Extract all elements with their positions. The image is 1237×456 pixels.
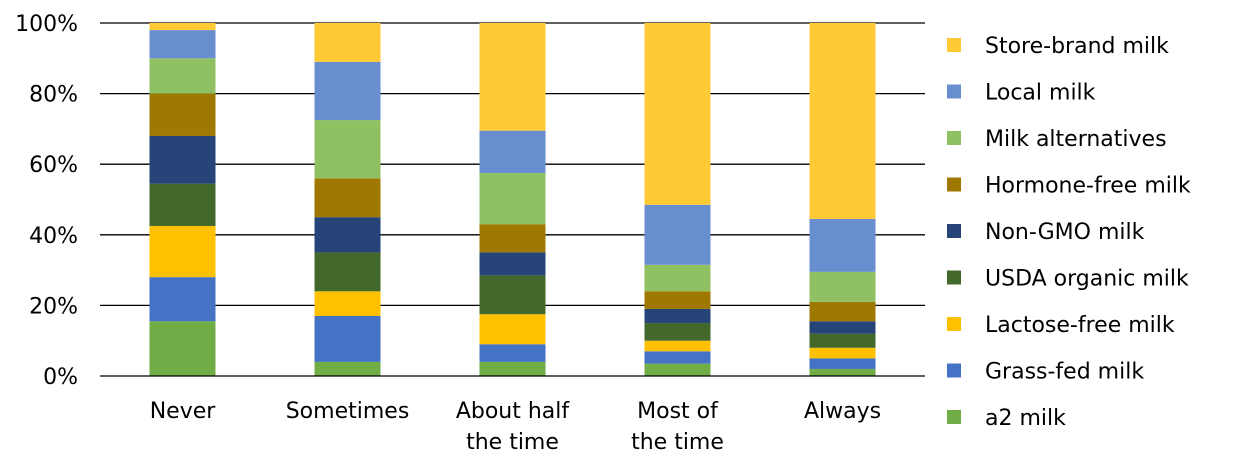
- bar-segment: [479, 224, 546, 253]
- bar-segment: [149, 183, 216, 226]
- legend-swatch: [947, 38, 961, 52]
- legend-swatch: [947, 317, 961, 331]
- legend-label: Local milk: [985, 81, 1096, 106]
- x-tick-label: Never: [150, 399, 217, 424]
- bar-segment: [479, 173, 546, 225]
- x-axis-labels: Never Sometimes About half the time Most of t…: [150, 399, 881, 455]
- bar-segment: [644, 340, 711, 352]
- bar-segment: [149, 225, 216, 278]
- bar-segment: [149, 58, 216, 94]
- bar-segment: [644, 23, 711, 205]
- bar-segment: [644, 291, 711, 309]
- bar-segment: [314, 291, 381, 316]
- legend-swatch: [947, 224, 961, 238]
- bar-segment: [479, 130, 546, 174]
- legend-swatch: [947, 270, 961, 285]
- bar-segment: [809, 301, 876, 322]
- legend: Store-brand milk Local milk Milk alternati…: [947, 34, 1191, 431]
- bar-segment: [644, 264, 711, 292]
- y-tick-label: 40%: [29, 224, 78, 249]
- bar-segment: [314, 61, 381, 121]
- legend-swatch: [947, 84, 961, 99]
- bar-segment: [644, 351, 711, 364]
- bar-segment: [809, 368, 876, 376]
- bar-segment: [314, 178, 381, 218]
- bar-segment: [479, 252, 546, 276]
- bar-segment: [479, 314, 546, 345]
- bar-segment: [809, 321, 876, 334]
- y-axis-ticks: 0% 20% 40% 60% 80% 100%: [15, 12, 78, 390]
- y-tick-label: 100%: [15, 12, 78, 37]
- bar-segment: [149, 277, 216, 322]
- x-tick-label: Most of: [637, 399, 719, 424]
- bar-segment: [149, 135, 216, 184]
- x-tick-label: the time: [631, 430, 724, 455]
- bar-segment: [809, 358, 876, 369]
- bar-segment: [314, 217, 381, 253]
- bar-segment: [314, 315, 381, 362]
- x-tick-label: Sometimes: [286, 399, 410, 424]
- legend-label: Grass-fed milk: [985, 360, 1144, 385]
- bars: [149, 23, 876, 376]
- bar-segment: [809, 271, 876, 302]
- bar-segment: [314, 361, 381, 376]
- legend-label: Lactose-free milk: [985, 313, 1175, 338]
- bar-segment: [149, 30, 216, 59]
- bar-segment: [809, 23, 876, 219]
- bar-segment: [314, 252, 381, 292]
- bar-segment: [644, 363, 711, 376]
- bar-segment: [149, 321, 216, 376]
- bar-segment: [314, 120, 381, 179]
- legend-label: Non-GMO milk: [985, 220, 1145, 245]
- bar-segment: [809, 333, 876, 348]
- legend-swatch: [947, 363, 961, 378]
- x-tick-label: About half: [456, 399, 571, 424]
- legend-label: USDA organic milk: [985, 267, 1189, 292]
- bar-segment: [479, 23, 546, 131]
- bar-segment: [644, 323, 711, 341]
- legend-label: Milk alternatives: [985, 127, 1167, 152]
- bar-segment: [149, 23, 216, 31]
- bar-segment: [479, 275, 546, 315]
- bar-segment: [149, 93, 216, 136]
- legend-swatch: [947, 131, 961, 145]
- y-tick-label: 80%: [29, 83, 78, 108]
- bar-segment: [809, 347, 876, 359]
- legend-swatch: [947, 177, 961, 192]
- y-tick-label: 20%: [29, 294, 78, 319]
- bar-segment: [479, 361, 546, 376]
- bar-segment: [479, 344, 546, 362]
- bar-segment: [644, 308, 711, 324]
- x-tick-label: Always: [804, 399, 881, 424]
- legend-label: Hormone-free milk: [985, 174, 1191, 199]
- legend-label: a2 milk: [985, 406, 1066, 431]
- y-tick-label: 60%: [29, 153, 78, 178]
- bar-segment: [809, 218, 876, 272]
- legend-label: Store-brand milk: [985, 34, 1169, 59]
- x-tick-label: the time: [466, 430, 559, 455]
- y-tick-label: 0%: [43, 365, 78, 390]
- bar-segment: [314, 23, 381, 62]
- legend-swatch: [947, 410, 961, 424]
- bar-segment: [644, 204, 711, 265]
